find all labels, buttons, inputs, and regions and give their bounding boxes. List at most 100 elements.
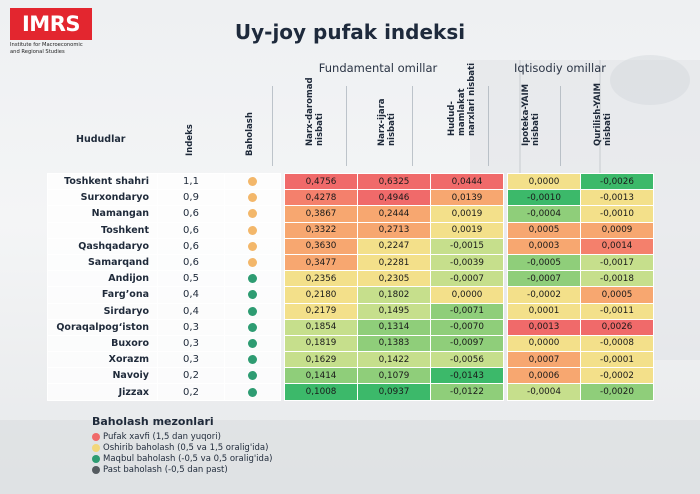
rating-cell xyxy=(224,172,281,191)
rating-cell xyxy=(224,205,281,223)
rating-cell xyxy=(224,286,281,304)
metric-value: 0,1414 xyxy=(284,367,358,385)
rating-dot-icon xyxy=(248,355,257,365)
metric-value: -0,0122 xyxy=(430,383,504,401)
region-name: Toshkent xyxy=(47,221,158,239)
metric-value: -0,0002 xyxy=(580,367,654,385)
header-rating-cell: Baholash xyxy=(230,86,260,166)
table-row: Buxoro 0,3 0,1819 0,1383 -0,0097 0,0000 -0,000… xyxy=(47,334,654,353)
metric-value: 0,0937 xyxy=(357,383,431,401)
metric-value: 0,1079 xyxy=(357,367,431,385)
legend-item: Maqbul baholash (-0,5 va 0,5 oralig'ida) xyxy=(92,454,272,464)
metric-value: 0,0019 xyxy=(430,221,504,239)
table-row: Toshkent 0,6 0,3322 0,2713 0,0019 0,0005 0,000… xyxy=(47,221,654,239)
index-value: 0,3 xyxy=(157,351,225,369)
metric-value: 0,0005 xyxy=(507,221,581,239)
metric-value: 0,2305 xyxy=(357,270,431,288)
table-row: Samarqand 0,6 0,3477 0,2281 -0,0039 -0,0005 -0… xyxy=(47,253,654,272)
region-name: Toshkent shahri xyxy=(47,172,158,191)
metric-value: 0,1422 xyxy=(357,351,431,369)
metric-value: 0,0444 xyxy=(430,172,504,191)
index-value: 0,3 xyxy=(157,334,225,353)
metric-value: 0,0005 xyxy=(580,286,654,304)
index-value: 0,6 xyxy=(157,253,225,272)
logo-subtitle: Institute for Macroeconomic and Regional… xyxy=(10,42,83,55)
metric-value: 0,3630 xyxy=(284,237,358,255)
legend-item: Past baholash (-0,5 dan past) xyxy=(92,465,228,475)
metric-value: 0,0019 xyxy=(430,205,504,223)
metric-value: 0,0026 xyxy=(580,318,654,336)
legend-label: Oshirib baholash (0,5 va 1,5 oralig'ida) xyxy=(103,443,269,453)
rating-dot-icon xyxy=(248,177,257,187)
metric-value: -0,0039 xyxy=(430,253,504,272)
region-name: Sirdaryo xyxy=(47,302,158,320)
region-name: Samarqand xyxy=(47,253,158,272)
region-name: Xorazm xyxy=(47,351,158,369)
metric-value: -0,0004 xyxy=(507,383,581,401)
table-row: Jizzax 0,2 0,1008 0,0937 -0,0122 -0,0004 -0,00… xyxy=(47,383,654,401)
metric-value: 0,0003 xyxy=(507,237,581,255)
metric-value: 0,2356 xyxy=(284,270,358,288)
rating-cell xyxy=(224,221,281,239)
group-fundamental: Fundamental omillar xyxy=(318,61,438,75)
rating-dot-icon xyxy=(248,371,257,381)
header-index-cell: Indeks xyxy=(170,86,200,166)
index-value: 0,6 xyxy=(157,205,225,223)
metric-value: 0,1314 xyxy=(357,318,431,336)
rating-dot-icon xyxy=(248,338,257,348)
legend-dot-icon xyxy=(92,465,100,474)
rating-dot-icon xyxy=(248,225,257,235)
metric-value: 0,4756 xyxy=(284,172,358,191)
bubble-index-table: Toshkent shahri 1,1 0,4756 0,6325 0,0444 0,00… xyxy=(47,172,654,401)
legend-label: Maqbul baholash (-0,5 va 0,5 oralig'ida) xyxy=(103,454,273,464)
rating-dot-icon xyxy=(248,387,257,397)
table-row: Qashqadaryo 0,6 0,3630 0,2247 -0,0015 0,0003 0… xyxy=(47,237,654,255)
rating-dot-icon xyxy=(248,241,257,251)
header-mortgage-gdp: Ipoteka-YAIM nisbati xyxy=(521,83,541,146)
region-name: Buxoro xyxy=(47,334,158,353)
region-name: Jizzax xyxy=(47,383,158,401)
metric-value: 0,4946 xyxy=(357,189,431,207)
metric-value: -0,0071 xyxy=(430,302,504,320)
metric-value: -0,0143 xyxy=(430,367,504,385)
metric-value: -0,0018 xyxy=(580,270,654,288)
metric-value: 0,2444 xyxy=(357,205,431,223)
metric-value: -0,0056 xyxy=(430,351,504,369)
metric-value: -0,0070 xyxy=(430,318,504,336)
rating-cell xyxy=(224,253,281,272)
region-name: Qashqadaryo xyxy=(47,237,158,255)
metric-value: 0,1802 xyxy=(357,286,431,304)
metric-value: 0,0000 xyxy=(507,172,581,191)
header-c4-cell: Ipoteka-YAIM nisbati xyxy=(506,84,541,166)
metric-value: -0,0010 xyxy=(580,205,654,223)
header-construction-gdp: Qurilish-YAIM nisbati xyxy=(593,82,613,146)
header-c2-cell: Narx-ijara nisbati xyxy=(362,86,397,166)
group-economic: Iqtisodiy omillar xyxy=(514,61,606,75)
metric-value: 0,0009 xyxy=(580,221,654,239)
metric-value: 0,2713 xyxy=(357,221,431,239)
rating-dot-icon xyxy=(248,258,257,268)
metric-value: 0,0000 xyxy=(430,286,504,304)
legend-dot-icon xyxy=(92,454,100,463)
region-name: Namangan xyxy=(47,205,158,223)
rating-dot-icon xyxy=(248,322,257,332)
metric-value: 0,0006 xyxy=(507,367,581,385)
metric-value: -0,0011 xyxy=(580,302,654,320)
legend-label: Past baholash (-0,5 dan past) xyxy=(103,465,228,475)
metric-value: 0,0139 xyxy=(430,189,504,207)
index-value: 1,1 xyxy=(157,172,225,191)
metric-value: -0,0026 xyxy=(580,172,654,191)
metric-value: 0,3867 xyxy=(284,205,358,223)
metric-value: 0,0007 xyxy=(507,351,581,369)
rating-dot-icon xyxy=(248,209,257,219)
rating-cell xyxy=(224,237,281,255)
metric-value: 0,2179 xyxy=(284,302,358,320)
metric-value: 0,1819 xyxy=(284,334,358,353)
index-value: 0,9 xyxy=(157,189,225,207)
rating-cell xyxy=(224,302,281,320)
rating-dot-icon xyxy=(248,193,257,203)
metric-value: 0,0000 xyxy=(507,334,581,353)
index-value: 0,2 xyxy=(157,383,225,401)
metric-value: -0,0007 xyxy=(507,270,581,288)
metric-value: 0,2180 xyxy=(284,286,358,304)
